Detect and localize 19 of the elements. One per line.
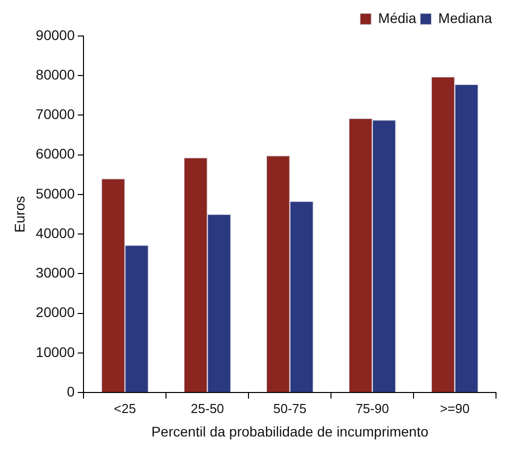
y-tick-label: 40000 bbox=[36, 224, 75, 241]
y-tick-label: 60000 bbox=[36, 146, 75, 162]
legend-label: Mediana bbox=[438, 10, 492, 26]
y-tick-label: 70000 bbox=[36, 106, 75, 122]
x-tick-label: <25 bbox=[114, 400, 136, 416]
x-axis-title: Percentil da probabilidade de incumprimento bbox=[151, 423, 429, 440]
y-tick-label: 90000 bbox=[36, 26, 75, 43]
y-tick-label: 0 bbox=[66, 383, 75, 400]
y-tick-label: 50000 bbox=[36, 185, 75, 202]
x-tick-label: >=90 bbox=[440, 400, 470, 416]
y-axis-title: Euros bbox=[11, 196, 28, 233]
y-tick-label: 10000 bbox=[36, 344, 75, 360]
y-tick-label: 20000 bbox=[36, 304, 75, 320]
x-tick-label: 75-90 bbox=[356, 400, 389, 416]
y-tick-label: 30000 bbox=[36, 264, 75, 281]
x-tick-label: 50-75 bbox=[273, 400, 306, 416]
y-tick-label: 80000 bbox=[36, 66, 75, 82]
legend-label: Média bbox=[378, 10, 417, 26]
x-tick-label: 25-50 bbox=[190, 400, 224, 416]
